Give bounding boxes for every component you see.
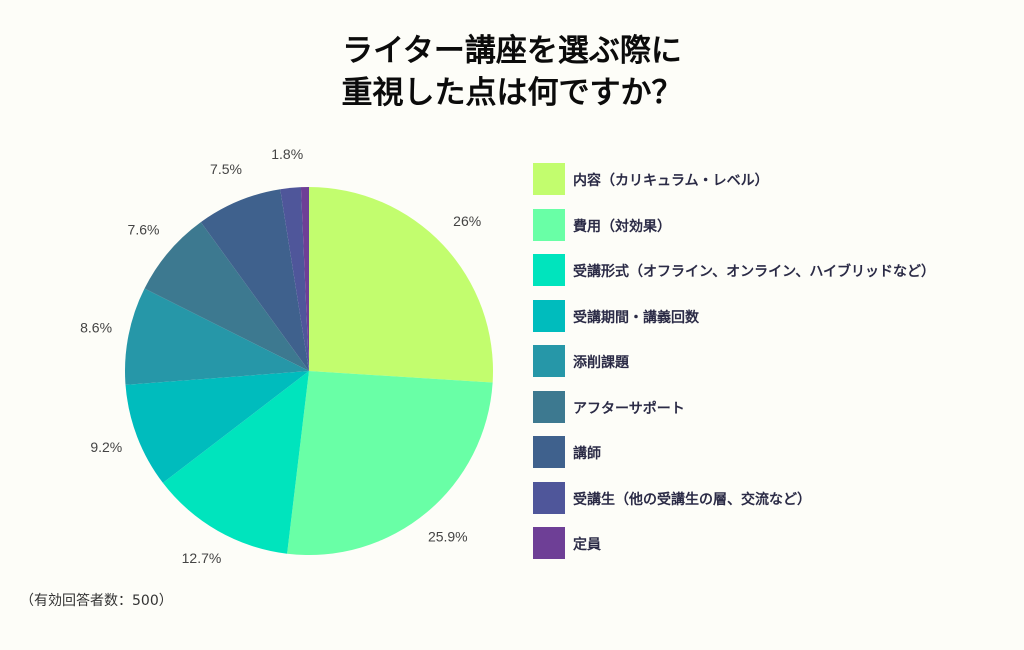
legend-item: 添削課題 [533, 345, 1013, 377]
pie-value-label: 26% [453, 213, 481, 229]
pie-slice [280, 187, 309, 371]
legend-swatch [533, 436, 565, 468]
legend-swatch [533, 299, 565, 332]
legend-swatch [533, 527, 565, 559]
legend-label: 内容（カリキュラム・レベル） [573, 173, 769, 189]
pie-slice [125, 371, 310, 483]
legend-item: 受講形式（オフライン、オンライン、ハイブリッドなど） [533, 254, 1013, 286]
legend-swatch [533, 481, 565, 514]
legend-item: 内容（カリキュラム・レベル） [533, 163, 1013, 195]
pie-value-label: 1.8% [271, 146, 303, 162]
pie-slice [287, 371, 493, 555]
legend-swatch [533, 254, 565, 286]
pie-slice [200, 189, 309, 371]
pie-slice [144, 222, 309, 371]
pie-value-label: 7.6% [128, 221, 160, 237]
chart-title: ライター講座を選ぶ際に 重視した点は何ですか？ [0, 30, 1024, 114]
legend-label: 受講形式（オフライン、オンライン、ハイブリッドなど） [573, 264, 936, 280]
legend-swatch [533, 345, 565, 377]
pie-slice [162, 371, 309, 554]
legend-label: アフターサポート [573, 400, 685, 417]
legend-label: 費用（対効果） [573, 218, 671, 235]
legend-item: アフターサポート [533, 390, 1013, 423]
legend-label: 添削課題 [573, 355, 629, 371]
legend-item: 費用（対効果） [533, 208, 1013, 241]
pie-value-label: 25.9% [428, 529, 468, 545]
legend-label: 受講生（他の受講生の層、交流など） [573, 491, 811, 508]
pie-value-label: 8.6% [80, 320, 112, 336]
pie-chart: 26% 25.9% 12.7% 9.2% 8.6% 7.6% 7.5% 1.8% [80, 146, 494, 566]
pie-value-label: 12.7% [182, 550, 222, 566]
legend-item: 受講期間・講義回数 [533, 299, 1013, 332]
legend-item: 講師 [533, 436, 1013, 468]
chart-title-line-2: 重視した点は何ですか？ [341, 75, 683, 111]
pie-slice [300, 187, 309, 371]
legend-swatch [533, 208, 565, 241]
legend-item: 定員 [533, 527, 1013, 559]
pie-value-label: 7.5% [210, 161, 242, 177]
footnote-respondents: （有効回答者数：500） [20, 593, 173, 609]
pie-slice [309, 187, 494, 383]
chart-title-line-1: ライター講座を選ぶ際に [342, 33, 682, 69]
legend-swatch [533, 390, 565, 423]
pie-value-labels: 26% 25.9% 12.7% 9.2% 8.6% 7.6% 7.5% 1.8% [80, 146, 481, 566]
pie-value-label: 9.2% [90, 439, 122, 455]
pie-slice [124, 288, 309, 385]
pie-slices [124, 187, 494, 555]
legend-label: 受講期間・講義回数 [573, 309, 699, 326]
legend: 内容（カリキュラム・レベル） 費用（対効果） 受講形式（オフライン、オンライン、… [533, 163, 1013, 573]
legend-label: 定員 [573, 537, 601, 553]
legend-item: 受講生（他の受講生の層、交流など） [533, 481, 1013, 514]
legend-swatch [533, 163, 565, 195]
legend-label: 講師 [573, 446, 601, 462]
